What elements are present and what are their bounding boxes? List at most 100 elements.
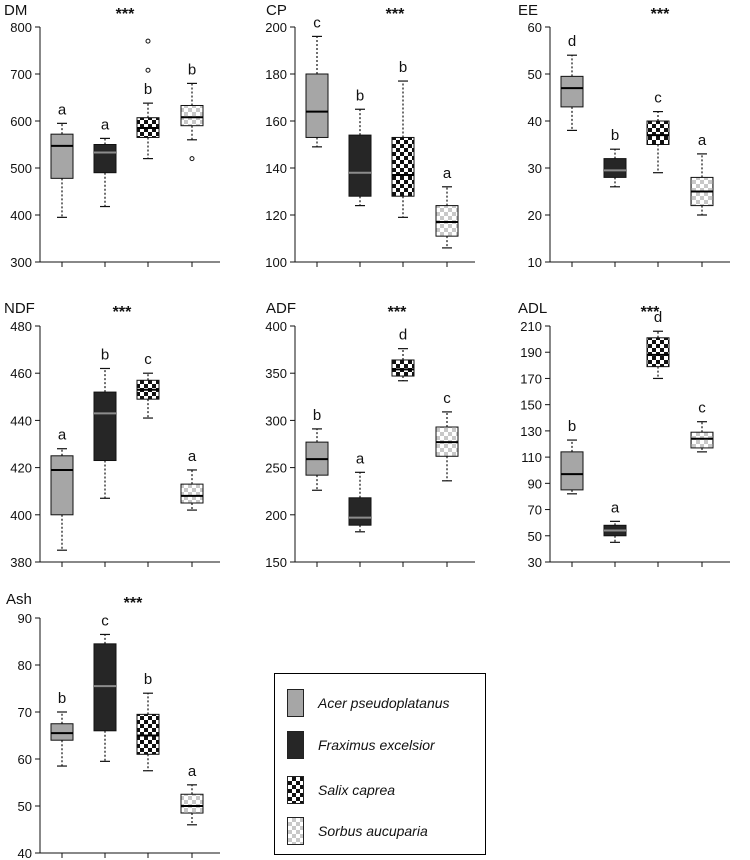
y-tick-label: 80 <box>18 658 32 673</box>
significance-marker: *** <box>651 6 670 23</box>
y-tick-label: 60 <box>528 20 542 35</box>
group-letter: d <box>568 33 576 50</box>
group-letter: b <box>611 127 619 144</box>
group-letter: a <box>101 116 110 133</box>
group-letter: b <box>399 59 407 76</box>
outlier-point <box>145 38 151 44</box>
group-letter: b <box>568 418 576 435</box>
y-tick-label: 100 <box>265 255 287 270</box>
group-letter: a <box>188 448 197 465</box>
legend-item-fraximus: Fraximus excelsior <box>287 730 435 760</box>
y-tick-label: 600 <box>10 114 32 129</box>
group-letter: b <box>58 690 66 707</box>
group-letter: a <box>443 165 452 182</box>
y-tick-label: 130 <box>520 424 542 439</box>
y-tick-label: 170 <box>520 371 542 386</box>
legend-swatch-checker-dark <box>287 776 304 804</box>
box-undefined-0 <box>50 455 74 516</box>
legend-label: Salix caprea <box>318 782 396 798</box>
box-undefined-0 <box>560 451 584 491</box>
box-undefined-0 <box>305 73 329 138</box>
y-tick-label: 350 <box>265 366 287 381</box>
box-undefined-3 <box>690 431 714 449</box>
legend-label: Acer pseudoplatanus <box>318 695 450 711</box>
legend-item-salix: Salix caprea <box>287 775 395 805</box>
group-letter: a <box>58 427 67 444</box>
y-tick-label: 250 <box>265 461 287 476</box>
group-letter: b <box>144 81 152 98</box>
y-tick-label: 180 <box>265 67 287 82</box>
group-letter: a <box>356 450 365 467</box>
y-tick-label: 190 <box>520 345 542 360</box>
y-tick-label: 800 <box>10 20 32 35</box>
box-undefined-0 <box>560 75 584 108</box>
group-letter: a <box>58 101 67 118</box>
legend: Acer pseudoplatanus Fraximus excelsior S… <box>274 673 486 855</box>
y-tick-label: 500 <box>10 161 32 176</box>
y-tick-label: 420 <box>10 461 32 476</box>
group-letter: b <box>356 87 364 104</box>
legend-label: Fraximus excelsior <box>318 737 435 753</box>
box-undefined-3 <box>180 104 204 127</box>
y-tick-label: 200 <box>265 20 287 35</box>
significance-marker: *** <box>124 595 143 612</box>
y-tick-label: 480 <box>10 319 32 334</box>
group-letter: a <box>698 132 707 149</box>
y-tick-label: 110 <box>521 450 542 465</box>
y-tick-label: 20 <box>528 208 542 223</box>
legend-label: Sorbus aucuparia <box>318 823 428 839</box>
box-undefined-1 <box>603 158 627 178</box>
group-letter: a <box>188 763 197 780</box>
significance-marker: *** <box>388 304 407 321</box>
legend-item-sorbus: Sorbus aucuparia <box>287 816 428 846</box>
box-undefined-2 <box>646 337 670 368</box>
panel-title-ash: Ash <box>6 591 32 608</box>
group-letter: b <box>144 671 152 688</box>
box-undefined-0 <box>50 133 74 179</box>
panel-title-ndf: NDF <box>4 300 35 317</box>
y-tick-label: 70 <box>18 705 32 720</box>
y-tick-label: 700 <box>10 67 32 82</box>
y-tick-label: 140 <box>265 161 287 176</box>
y-tick-label: 120 <box>265 208 287 223</box>
y-tick-label: 40 <box>528 114 542 129</box>
group-letter: a <box>611 499 620 516</box>
panel-title-adl: ADL <box>518 300 547 317</box>
group-letter: b <box>101 346 109 363</box>
y-tick-label: 300 <box>10 255 32 270</box>
panel-title-dm: DM <box>4 2 27 19</box>
box-undefined-2 <box>391 136 415 197</box>
panel-title-adf: ADF <box>266 300 296 317</box>
box-undefined-2 <box>136 713 160 755</box>
y-tick-label: 10 <box>528 255 542 270</box>
group-letter: c <box>144 351 152 368</box>
box-undefined-3 <box>435 205 459 237</box>
y-tick-label: 50 <box>528 67 542 82</box>
box-undefined-1 <box>93 643 117 732</box>
y-tick-label: 150 <box>265 555 287 570</box>
group-letter: c <box>654 90 662 107</box>
y-tick-label: 90 <box>18 611 32 626</box>
box-undefined-3 <box>180 483 204 504</box>
group-letter: c <box>698 400 706 417</box>
outlier-point <box>145 67 151 73</box>
y-tick-label: 440 <box>10 413 32 428</box>
y-tick-label: 300 <box>265 413 287 428</box>
group-letter: d <box>399 327 407 344</box>
y-tick-label: 30 <box>528 161 542 176</box>
significance-marker: *** <box>641 304 660 321</box>
y-tick-label: 400 <box>10 508 32 523</box>
group-letter: b <box>313 407 321 424</box>
y-tick-label: 60 <box>18 752 32 767</box>
box-undefined-0 <box>50 723 74 741</box>
outlier-point <box>189 156 195 162</box>
panel-title-cp: CP <box>266 2 287 19</box>
group-letter: b <box>188 61 196 78</box>
y-tick-label: 50 <box>528 529 542 544</box>
box-undefined-1 <box>348 497 372 526</box>
box-undefined-3 <box>180 793 204 814</box>
significance-marker: *** <box>113 304 132 321</box>
y-tick-label: 400 <box>265 319 287 334</box>
box-undefined-1 <box>93 144 117 174</box>
